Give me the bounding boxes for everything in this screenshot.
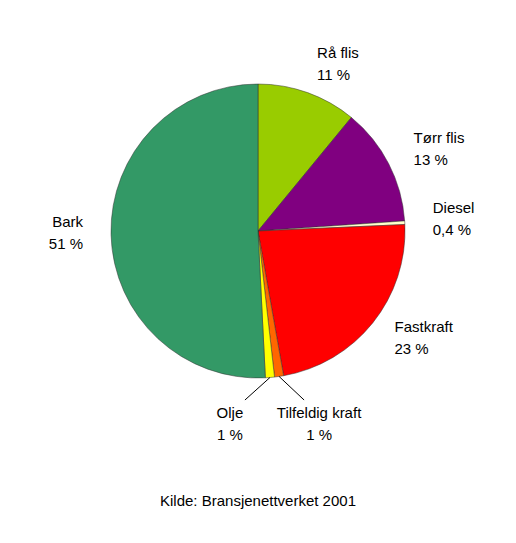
svg-text:Rå flis: Rå flis — [317, 44, 359, 61]
html-text:Kilde: Bransjenettverket 2001: Kilde: Bransjenettverket 2001 — [160, 492, 356, 509]
svg-text:11 %: 11 % — [317, 66, 350, 83]
svg-text:51 %: 51 % — [49, 235, 83, 252]
svg-text:Fastkraft: Fastkraft — [395, 318, 454, 335]
svg-text:13 %: 13 % — [414, 151, 448, 168]
svg-text:1 %: 1 % — [306, 426, 332, 443]
svg-text:0,4 %: 0,4 % — [433, 221, 471, 238]
svg-text:Bark: Bark — [52, 213, 83, 230]
svg-text:1 %: 1 % — [217, 426, 243, 443]
svg-text:23 %: 23 % — [395, 340, 429, 357]
svg-text:Olje: Olje — [217, 404, 244, 421]
svg-text:Tilfeldig kraft: Tilfeldig kraft — [277, 404, 362, 421]
svg-text:Diesel: Diesel — [433, 199, 475, 216]
svg-text:Tørr flis: Tørr flis — [414, 129, 465, 146]
